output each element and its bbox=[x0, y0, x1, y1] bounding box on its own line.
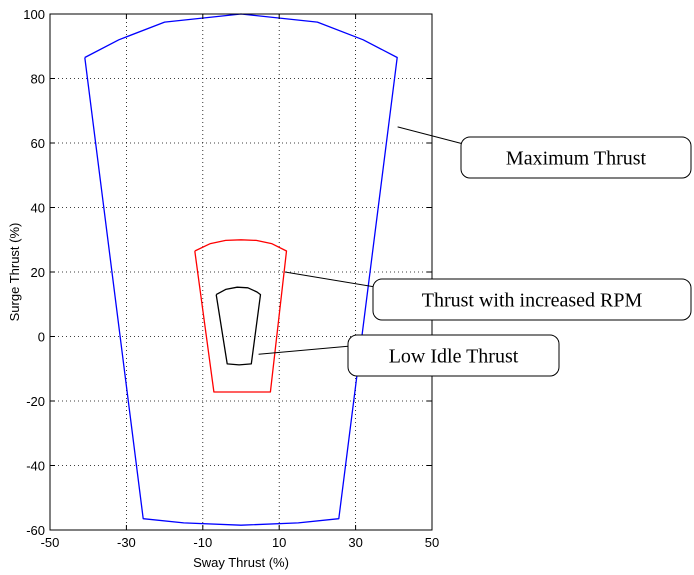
x-tick-label: -50 bbox=[41, 535, 60, 550]
series-line-1 bbox=[84, 13, 398, 526]
x-tick-label: 30 bbox=[348, 535, 362, 550]
callout-box bbox=[372, 278, 692, 321]
x-tick-label: -10 bbox=[193, 535, 212, 550]
series-line-3 bbox=[215, 286, 262, 366]
callout-box bbox=[460, 136, 692, 179]
x-tick-label: 50 bbox=[425, 535, 439, 550]
y-axis-label: Surge Thrust (%) bbox=[7, 223, 22, 322]
callout-pointer bbox=[258, 344, 363, 355]
callout-label: Thrust with increased RPM bbox=[422, 290, 643, 312]
x-tick-label: -30 bbox=[117, 535, 136, 550]
y-tick-label: -40 bbox=[26, 459, 45, 474]
plot-area bbox=[50, 14, 432, 530]
y-tick-label: -60 bbox=[26, 523, 45, 538]
callout-label: Low Idle Thrust bbox=[389, 346, 519, 368]
y-tick-label: 60 bbox=[31, 136, 45, 151]
y-tick-label: -20 bbox=[26, 394, 45, 409]
callout-pointer bbox=[284, 271, 388, 290]
y-tick-label: 100 bbox=[23, 7, 45, 22]
x-axis-label: Sway Thrust (%) bbox=[193, 555, 289, 570]
y-tick-label: 20 bbox=[31, 265, 45, 280]
x-tick-label: 10 bbox=[272, 535, 286, 550]
y-tick-label: 80 bbox=[31, 72, 45, 87]
tick-group: -50 -30 -10 10 30 50 -60 -40 -20 0 20 40 60 80 100 bbox=[23, 7, 439, 550]
series-line-2 bbox=[194, 239, 288, 393]
series-group bbox=[84, 13, 398, 526]
callout-label: Maximum Thrust bbox=[506, 148, 647, 170]
callout-box bbox=[347, 334, 560, 377]
y-tick-label: 40 bbox=[31, 201, 45, 216]
y-tick-label: 0 bbox=[38, 330, 45, 345]
callout-group: Maximum Thrust Thrust with increased RPM L… bbox=[258, 126, 692, 377]
